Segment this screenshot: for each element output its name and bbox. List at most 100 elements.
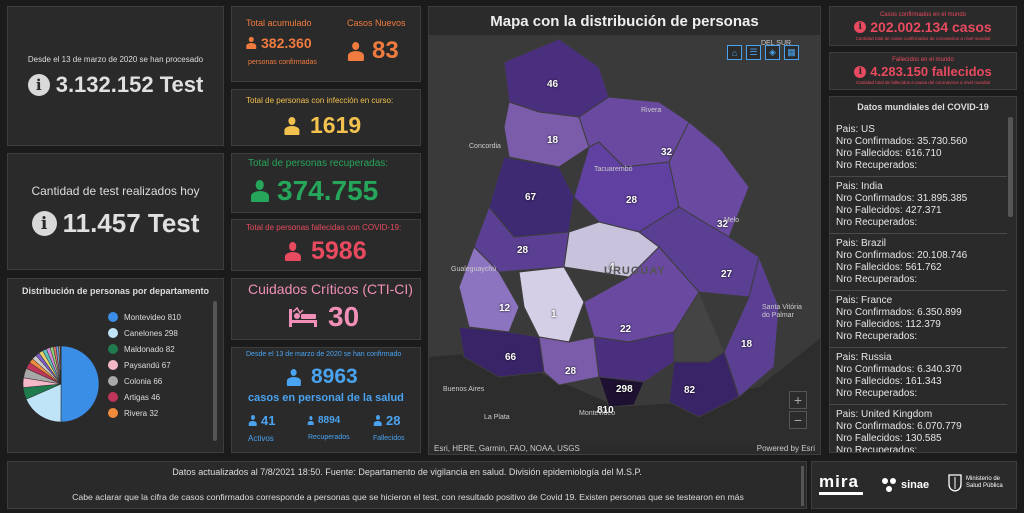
world-country-entry[interactable]: Pais: Brazil Nro Confirmados: 20.108.746 N…: [830, 234, 1007, 291]
list-icon[interactable]: ☰: [746, 45, 761, 60]
map-panel[interactable]: Mapa con la distribución de personas 46: [428, 6, 821, 455]
map-department-value[interactable]: 18: [741, 339, 753, 350]
map-department-value[interactable]: 67: [525, 192, 537, 203]
info-icon: i: [854, 65, 867, 78]
person-icon: [347, 42, 364, 61]
recuperadas-value: 374.755: [277, 175, 379, 206]
mira-logo: mira: [819, 473, 863, 495]
world-country-entry[interactable]: Pais: India Nro Confirmados: 31.895.385 Nr…: [830, 177, 1007, 234]
world-deaths-value: 4.283.150 fallecidos: [870, 64, 992, 79]
country-rec: Nro Recuperados:: [836, 217, 918, 228]
legend-swatch: [108, 408, 118, 418]
zoom-out-button[interactable]: −: [789, 411, 807, 429]
country-rec: Nro Recuperados:: [836, 274, 918, 285]
map-department-value[interactable]: 27: [721, 269, 733, 280]
world-cases-sub: Cantidad total de casos confirmados de c…: [855, 35, 991, 41]
country-rec: Nro Recuperados:: [836, 331, 918, 342]
country-conf: Nro Confirmados: 35.730.560: [836, 136, 968, 147]
total-acumulado-value: 382.360: [261, 35, 312, 51]
legend-scrollbar[interactable]: [213, 301, 217, 441]
pie-legend-item[interactable]: Montevideo 810: [108, 309, 212, 325]
legend-swatch: [108, 376, 118, 386]
country-rec: Nro Recuperados:: [836, 445, 918, 453]
salud-sub: casos en personal de la salud: [248, 392, 404, 404]
fallecidas-card: Total de personas fallecidas con COVID-1…: [231, 219, 421, 271]
legend-label: Maldonado 82: [124, 344, 175, 354]
map-department-value[interactable]: 1: [551, 309, 557, 320]
qr-icon[interactable]: ▦: [784, 45, 799, 60]
map-department-value[interactable]: 12: [499, 303, 511, 314]
map-place-label: Melo: [724, 217, 740, 224]
pie-legend-item[interactable]: Maldonado 82: [108, 341, 212, 357]
country-pais: Pais: India: [836, 181, 883, 192]
map-place-label: Concordia: [469, 143, 501, 150]
map-department-value[interactable]: 82: [684, 385, 696, 396]
person-icon: [284, 242, 301, 261]
map-department-value[interactable]: 22: [620, 324, 632, 335]
en-curso-card: Total de personas con infección en curso…: [231, 89, 421, 146]
pie-legend-item[interactable]: Artigas 46: [108, 389, 212, 405]
map-place-label: Santa Vitória do Palmar: [762, 304, 802, 319]
country-rec: Nro Recuperados:: [836, 388, 918, 399]
person-icon: [286, 369, 301, 386]
pie-legend-item[interactable]: Rivera 32: [108, 405, 212, 421]
map-powered-by[interactable]: Powered by Esri: [756, 444, 815, 453]
map-department-value[interactable]: 32: [661, 147, 673, 158]
map-department-value[interactable]: 28: [517, 245, 529, 256]
hospital-bed-icon: [289, 307, 317, 327]
tests-total-caption: Desde el 13 de marzo de 2020 se han proc…: [27, 54, 204, 64]
map-department-value[interactable]: 28: [626, 195, 638, 206]
pie-slice[interactable]: [60, 345, 100, 423]
legend-label: Artigas 46: [124, 392, 161, 402]
world-cases-value: 202.002.134 casos: [870, 18, 992, 35]
map-department-value[interactable]: 66: [505, 352, 517, 363]
info-icon: i: [854, 20, 867, 33]
layers-icon[interactable]: ◈: [765, 45, 780, 60]
uruguay-map[interactable]: [429, 7, 821, 455]
map-department-value[interactable]: 32: [717, 219, 729, 230]
map-place-label: Rivera: [641, 107, 662, 114]
map-department-value[interactable]: 46: [547, 79, 559, 90]
country-conf: Nro Confirmados: 6.340.370: [836, 364, 962, 375]
zoom-in-button[interactable]: +: [789, 391, 807, 409]
world-country-entry[interactable]: Pais: Russia Nro Confirmados: 6.340.370 Nr…: [830, 348, 1007, 405]
map-department-value[interactable]: 298: [616, 384, 633, 395]
legend-label: Colonia 66: [124, 376, 163, 386]
map-department-value[interactable]: 28: [565, 366, 577, 377]
country-conf: Nro Confirmados: 20.108.746: [836, 250, 968, 261]
pie-slice[interactable]: [25, 383, 62, 423]
pie-legend-item[interactable]: Colonia 66: [108, 373, 212, 389]
map-place-label: Buenos Aires: [443, 386, 485, 393]
tests-total-card: Desde el 13 de marzo de 2020 se han proc…: [7, 6, 224, 146]
world-country-entry[interactable]: Pais: France Nro Confirmados: 6.350.899 Nr…: [830, 291, 1007, 348]
map-place-label: La Plata: [484, 414, 510, 421]
country-pais: Pais: France: [836, 295, 893, 306]
salud-activos-label: Activos: [248, 434, 274, 443]
recuperadas-title: Total de personas recuperadas:: [248, 158, 389, 169]
department-distribution-card: Distribución de personas por departament…: [7, 278, 224, 453]
country-conf: Nro Confirmados: 6.350.899: [836, 307, 962, 318]
salud-value: 8963: [311, 365, 358, 388]
info-icon: i: [31, 211, 57, 236]
home-icon[interactable]: ⌂: [727, 45, 742, 60]
salud-activos-value: 41: [261, 413, 276, 428]
map-department-value[interactable]: 4: [609, 262, 615, 273]
map-department-value[interactable]: 18: [547, 135, 559, 146]
pie-legend-item[interactable]: Paysandú 67: [108, 357, 212, 373]
country-conf: Nro Confirmados: 31.895.385: [836, 193, 968, 204]
world-list-scrollbar[interactable]: [1008, 117, 1013, 217]
map-department-value[interactable]: 810: [597, 405, 614, 416]
total-acumulado-card: Total acumulado 382.360 personas confirm…: [231, 6, 421, 82]
legend-swatch: [108, 312, 118, 322]
world-country-list[interactable]: Pais: US Nro Confirmados: 35.730.560 Nro F…: [830, 120, 1007, 453]
salud-recuperados-value: 8894: [318, 415, 341, 426]
footer-scrollbar[interactable]: [801, 466, 804, 506]
map-place-label: Gualeguaychú: [451, 266, 497, 273]
world-country-entry[interactable]: Pais: US Nro Confirmados: 35.730.560 Nro F…: [830, 120, 1007, 177]
country-fall: Nro Fallecidos: 112.379: [836, 319, 941, 330]
footer-logos: mira sinae Ministerio de Salud Pública: [811, 461, 1017, 509]
legend-swatch: [108, 344, 118, 354]
world-country-entry[interactable]: Pais: United Kingdom Nro Confirmados: 6.0…: [830, 405, 1007, 453]
pie-legend-item[interactable]: Canelones 298: [108, 325, 212, 341]
legend-label: Montevideo 810: [124, 312, 181, 322]
